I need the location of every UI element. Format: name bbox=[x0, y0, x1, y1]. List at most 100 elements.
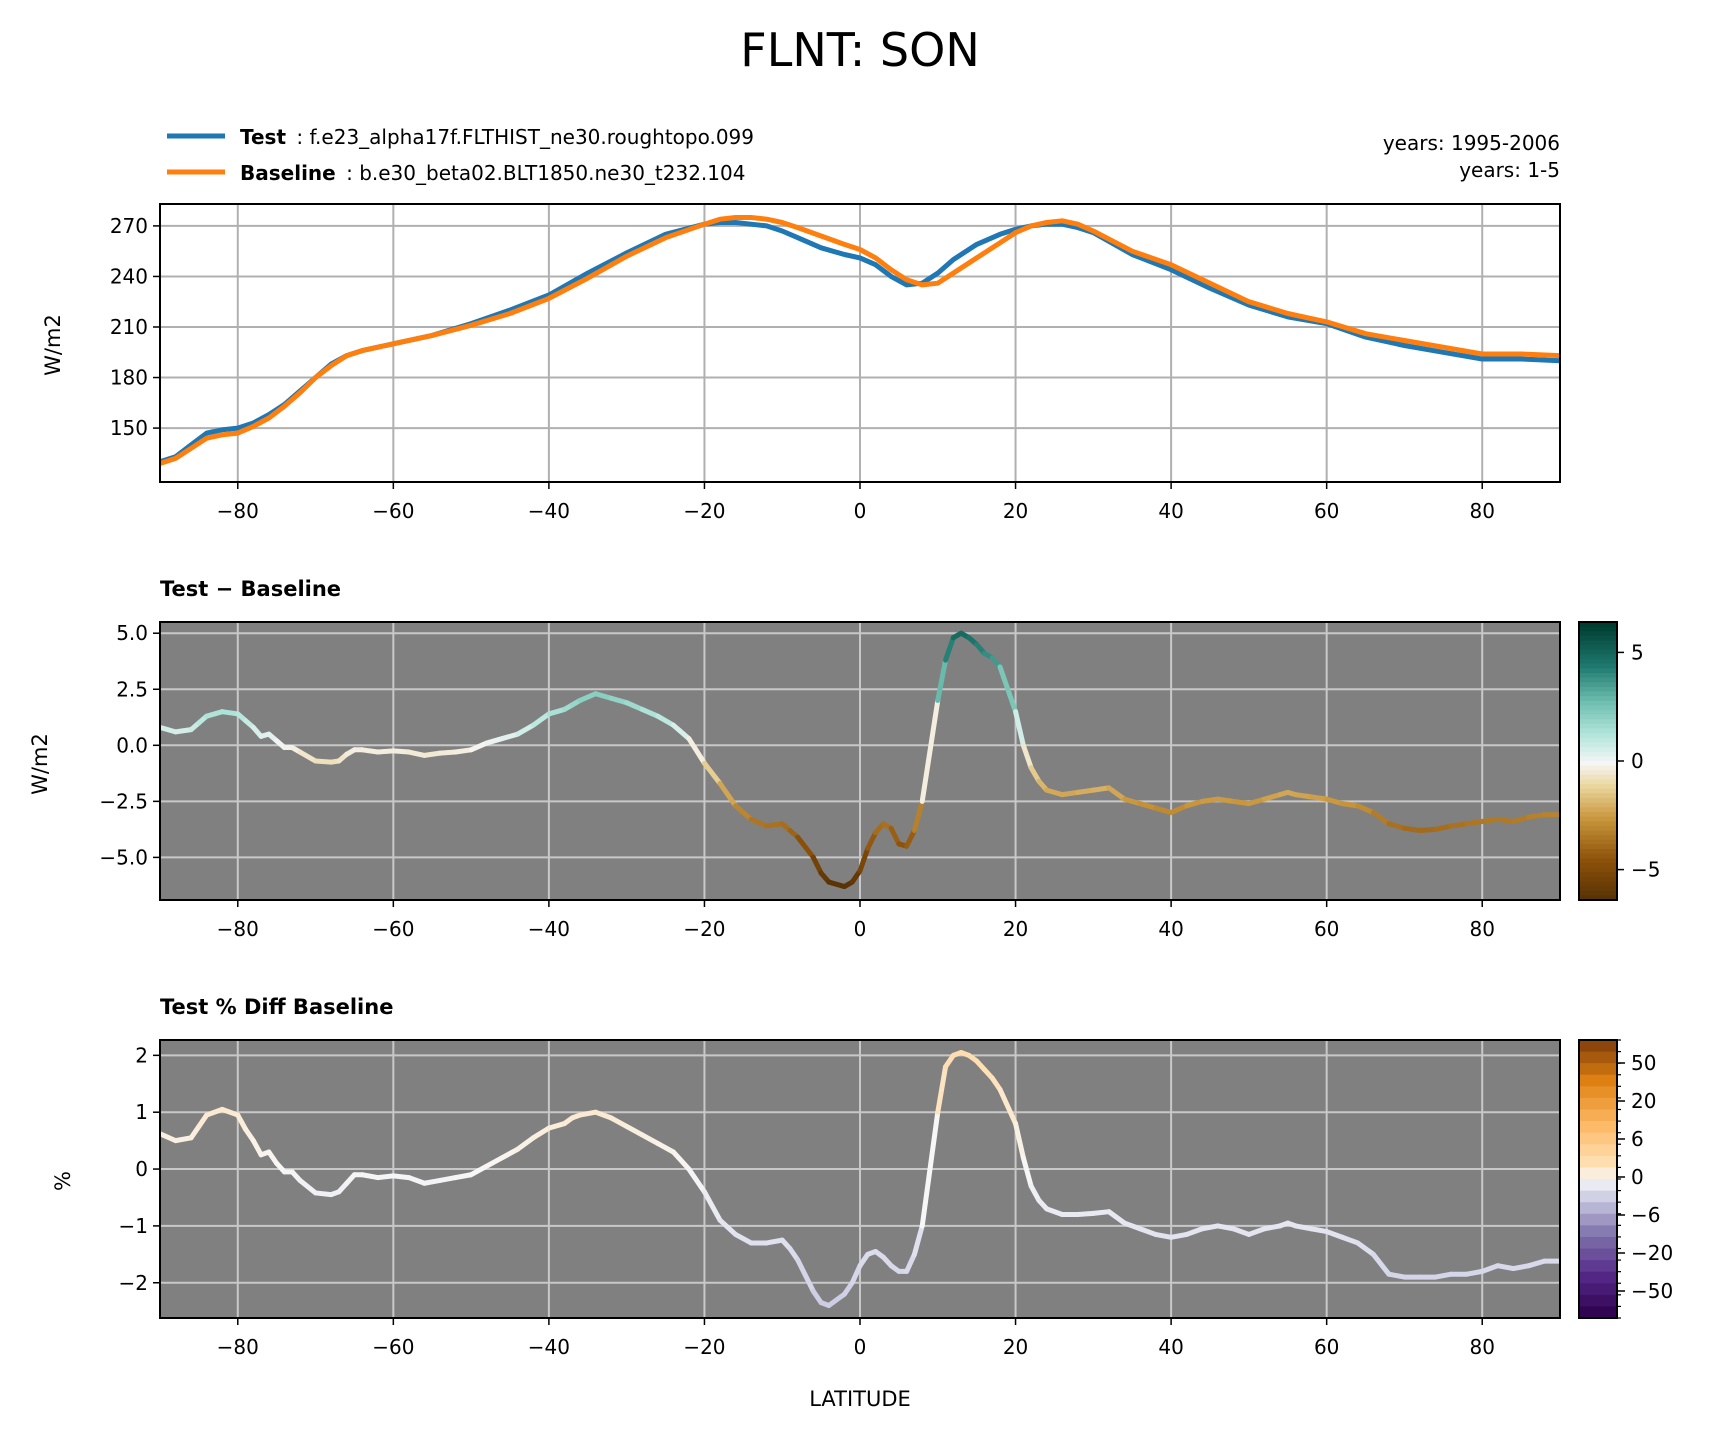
y-tick-label: −2.5 bbox=[99, 789, 148, 813]
y-tick-label: 0.0 bbox=[116, 733, 148, 757]
colorbar-cell bbox=[1579, 862, 1617, 869]
colorbar-cell bbox=[1579, 895, 1617, 901]
diff-segment bbox=[849, 1263, 863, 1286]
diff-segment bbox=[250, 1138, 264, 1158]
y-tick-label: 270 bbox=[110, 214, 148, 238]
x-tick-label: 60 bbox=[1314, 917, 1339, 941]
legend-test-label: Test bbox=[240, 125, 286, 149]
x-tick-label: 40 bbox=[1158, 917, 1183, 941]
diff-segment bbox=[1215, 1223, 1236, 1232]
diff-segment bbox=[359, 1172, 381, 1181]
y-tick-label: −2 bbox=[119, 1271, 148, 1295]
colorbar-diff: 5 0 −5 bbox=[1578, 621, 1660, 901]
diff-segment bbox=[608, 695, 630, 706]
diff-segment bbox=[639, 1132, 661, 1146]
colorbar-cell bbox=[1579, 1202, 1617, 1215]
colorbar-cell bbox=[1579, 761, 1617, 767]
x-tick-label: 60 bbox=[1314, 1335, 1339, 1359]
diff-segment bbox=[235, 1112, 249, 1132]
diff-segment bbox=[748, 816, 770, 829]
panel3-title: Test % Diff Baseline bbox=[160, 995, 393, 1019]
diff-segment bbox=[1495, 1263, 1516, 1272]
diff-segment bbox=[1339, 1234, 1361, 1246]
x-tick-label: 20 bbox=[1003, 917, 1028, 941]
x-tick-label: 0 bbox=[854, 917, 867, 941]
colorbar-cell bbox=[1579, 788, 1617, 795]
svg-text:Test : f.e23_alpha17f.FL: Test : f.e23_alpha17f.FLTHIST_ne30.rough… bbox=[240, 125, 754, 149]
colorbar-cell bbox=[1579, 1236, 1617, 1250]
diff-segment bbox=[173, 727, 194, 735]
diff-segment bbox=[577, 691, 599, 703]
colorbar-tick-label: 0 bbox=[1631, 1165, 1644, 1189]
colorbar-cell bbox=[1579, 1121, 1617, 1134]
diff-segment bbox=[173, 1135, 194, 1144]
diff-segment bbox=[1044, 1206, 1065, 1218]
diff-segment bbox=[1293, 1223, 1314, 1232]
diff-segment bbox=[1121, 796, 1143, 807]
diff-segment bbox=[795, 1257, 816, 1294]
legend-baseline-case: : b.e30_beta02.BLT1850.ne30_t232.104 bbox=[346, 161, 745, 185]
diff-segment bbox=[935, 657, 949, 703]
x-tick-label: 80 bbox=[1469, 499, 1494, 523]
colorbar-cell bbox=[1579, 844, 1617, 850]
colorbar-cell bbox=[1579, 622, 1617, 628]
diff-segment bbox=[453, 1172, 474, 1181]
diff-segment bbox=[857, 845, 871, 874]
panel2-title: Test − Baseline bbox=[160, 577, 341, 601]
diff-segment bbox=[593, 691, 614, 701]
y-tick-label: 210 bbox=[110, 315, 148, 339]
diff-segment bbox=[1020, 742, 1034, 771]
y-tick-label: 0 bbox=[135, 1157, 148, 1181]
diff-segment bbox=[1464, 819, 1485, 827]
colorbar-cell bbox=[1579, 1040, 1617, 1053]
diff-segment bbox=[1370, 1251, 1392, 1277]
panel2-ylabel: W/m2 bbox=[28, 733, 52, 795]
colorbar-cell bbox=[1579, 830, 1617, 836]
colorbar-cell bbox=[1579, 677, 1617, 683]
x-tick-label: −20 bbox=[683, 1335, 725, 1359]
diff-segment bbox=[297, 1177, 319, 1196]
y-tick-label: 180 bbox=[110, 366, 148, 390]
colorbar-cell bbox=[1579, 1294, 1617, 1308]
x-tick-label: −60 bbox=[372, 499, 414, 523]
diff-segment bbox=[219, 709, 241, 717]
diff-segment bbox=[911, 1223, 925, 1257]
diff-segment bbox=[1246, 796, 1267, 807]
diff-segment bbox=[865, 830, 879, 851]
colorbar-cell bbox=[1579, 705, 1617, 711]
colorbar-cell bbox=[1579, 853, 1617, 859]
diff-segment bbox=[919, 697, 941, 804]
colorbar-tick-label: 50 bbox=[1631, 1051, 1656, 1075]
diff-segment bbox=[826, 1291, 847, 1308]
colorbar-cell bbox=[1579, 635, 1617, 642]
colorbar-cell bbox=[1579, 876, 1617, 883]
diff-segment bbox=[421, 750, 443, 758]
series-group bbox=[160, 630, 1560, 890]
y-tick-label: 240 bbox=[110, 264, 148, 288]
colorbar-tick-label: 20 bbox=[1631, 1089, 1656, 1113]
diff-segment bbox=[686, 736, 707, 766]
colorbar-cell bbox=[1579, 737, 1617, 744]
colorbar-cell bbox=[1579, 849, 1617, 855]
diff-segment bbox=[1355, 803, 1376, 816]
diff-segment bbox=[515, 722, 536, 737]
panel-3: −80 −60 −40 −20 0 20 40 60 80 2 1 0 −1 −2 bbox=[119, 1039, 1561, 1359]
colorbar-cell bbox=[1579, 890, 1617, 896]
diff-segment bbox=[437, 749, 459, 756]
plot-frame bbox=[159, 203, 1561, 483]
x-tick-label: −80 bbox=[217, 917, 259, 941]
colorbar-cell bbox=[1579, 1179, 1617, 1192]
colorbar-cell bbox=[1579, 858, 1617, 864]
diff-segment bbox=[733, 1231, 754, 1246]
colorbar-cell bbox=[1579, 811, 1617, 818]
diff-segment bbox=[1184, 798, 1205, 809]
colorbar-cell bbox=[1579, 886, 1617, 892]
colorbar-cell bbox=[1579, 802, 1617, 808]
colorbar-cell bbox=[1579, 756, 1617, 762]
diff-segment bbox=[1137, 801, 1159, 811]
x-tick-label: 0 bbox=[854, 1335, 867, 1359]
y-tick-label: 150 bbox=[110, 416, 148, 440]
diff-segment bbox=[421, 1177, 443, 1186]
colorbar-cell bbox=[1579, 723, 1617, 730]
